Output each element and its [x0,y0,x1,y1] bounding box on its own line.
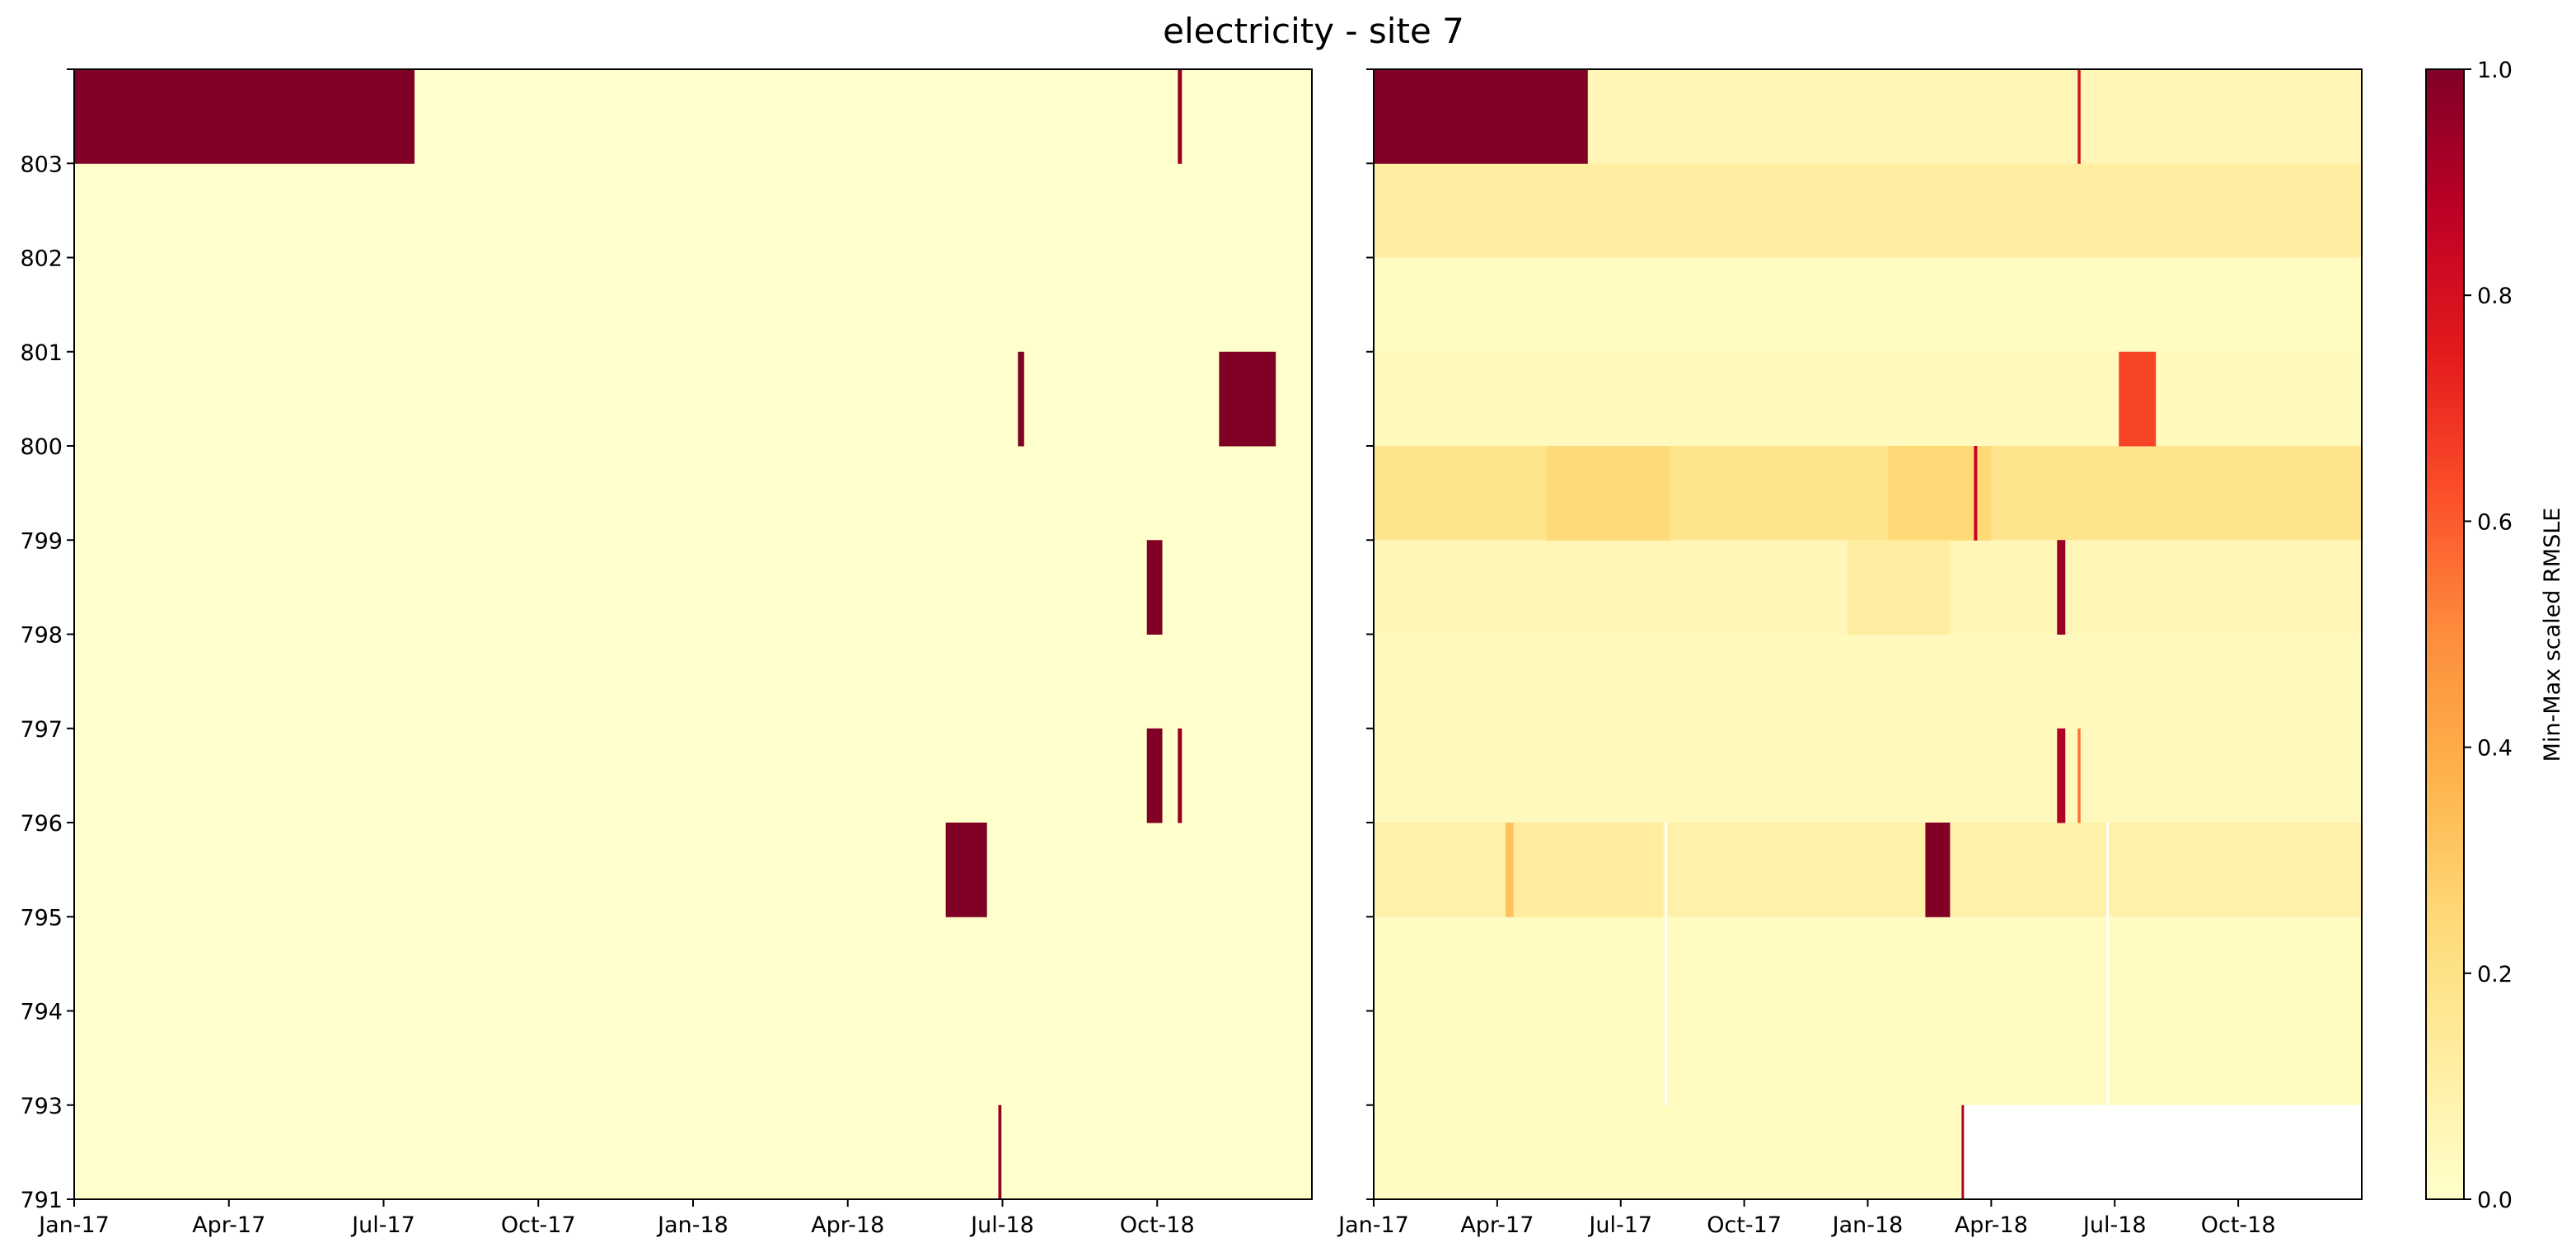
heatmap-cell [1513,823,1662,917]
x-tick-label: Oct-18 [1120,1212,1195,1238]
heatmap-row-bg [74,823,1312,917]
heatmap-row-bg [1374,1011,2362,1106]
heatmap-cell [2106,917,2110,1011]
heatmap-row-bg [1374,351,2362,447]
heatmap-row-bg [1374,257,2362,353]
y-tick-label: 801 [20,340,63,366]
heatmap-cell [1505,823,1514,917]
heatmap-cell [2077,728,2081,823]
heatmap-panel-left: Jan-17 Apr-17 Jul-17 Oct-17 Jan-18 Apr-18 Jul-… [20,68,1313,1238]
heatmap-cell [1546,446,1670,541]
heatmap-cell [945,823,987,917]
heatmap-cell [2106,1011,2110,1106]
x-tick-label: Apr-18 [811,1212,884,1238]
heatmap-row-bg [74,917,1312,1011]
colorbar-tick-label: 0.6 [2477,509,2513,535]
colorbar-tick-label: 0.8 [2477,284,2513,309]
heatmap-row-bg [1374,917,2362,1011]
heatmap-row-bg [74,540,1312,635]
heatmap-cell [1146,540,1163,635]
heatmap-row-bg [74,446,1312,541]
heatmap-row-bg [74,634,1312,729]
y-tick-label: 798 [20,623,63,649]
heatmap-cell [1665,823,1668,917]
y-tick-label: 791 [20,1188,63,1213]
x-tick-label: Jan-17 [1337,1212,1409,1238]
colorbar-tick-label: 0.2 [2477,962,2513,987]
heatmap-row-bg [74,728,1312,823]
colorbar-ticks: 0.0 0.2 0.4 0.6 0.8 1.0 [2464,58,2513,1213]
x-tick-label: Apr-17 [1460,1212,1534,1238]
heatmap-cell [1665,917,1668,1011]
x-tick-label: Oct-17 [501,1212,576,1238]
colorbar-tick-label: 1.0 [2477,58,2513,83]
heatmap-row-bg [1374,634,2362,729]
x-tick-label: Apr-17 [192,1212,265,1238]
heatmap-cell [2106,823,2110,917]
colorbar-label: Min-Max scaled RMSLE [2540,508,2565,762]
colorbar-tick-label: 0.4 [2477,736,2513,762]
y-tick-label: 794 [20,1000,63,1025]
y-tick-label: 800 [20,434,63,460]
x-tick-label: Jan-18 [656,1212,728,1238]
heatmap-row-bg [74,1011,1312,1106]
y-tick-label: 803 [20,152,63,177]
heatmap-row-bg [74,257,1312,353]
heatmap-cell [1018,351,1024,447]
y-tick-label: 795 [20,905,63,931]
y-tick-label: 799 [20,528,63,554]
heatmap-cell [1925,823,1951,917]
heatmap-cell [1178,728,1183,823]
colorbar-gradient [2425,68,2465,1200]
x-tick-label: Apr-18 [1955,1212,2028,1238]
heatmap-row-bg [74,1104,1312,1200]
heatmap-cell [1178,69,1183,164]
heatmap-cell [1665,1011,1668,1106]
heatmap-cell [1219,351,1276,447]
heatmap-cell [2057,728,2066,823]
chart-title: electricity - site 7 [1163,11,1464,51]
heatmap-cell [74,69,415,164]
heatmap-cell [1847,540,1951,635]
heatmap-row-bg [74,163,1312,258]
y-tick-label: 796 [20,811,63,837]
colorbar-tick-label: 0.0 [2477,1188,2513,1213]
heatmap-row-bg [1374,728,2362,823]
heatmap-cell [1374,69,1588,164]
x-tick-label: Oct-18 [2201,1212,2276,1238]
x-tick-label: Oct-17 [1707,1212,1782,1238]
heatmap-panel-right: Jan-17 Apr-17 Jul-17 Oct-17 Jan-18 Apr-18 Jul-… [1337,68,2363,1238]
x-tick-label: Jul-18 [2082,1212,2147,1238]
y-tick-label: 793 [20,1094,63,1119]
heatmap-cell [1974,446,1978,541]
y-tick-label: 802 [20,246,63,272]
heatmap-cell [2057,540,2066,635]
heatmap-cell [2077,69,2081,164]
heatmap-cell [998,1104,1002,1200]
y-tick-label: 797 [20,717,63,743]
heatmap-cell [1146,728,1163,823]
x-tick-label: Jul-18 [969,1212,1034,1238]
heatmap-cell [2119,351,2157,447]
heatmap-cell [1961,1104,1965,1200]
x-tick-label: Jul-17 [350,1212,415,1238]
colorbar: 0.0 0.2 0.4 0.6 0.8 1.0 Min-Max scaled RMSLE [2425,58,2565,1213]
heatmap-row-bg [74,351,1312,447]
heatmap-row-bg [1374,163,2362,258]
x-tick-label: Jul-17 [1587,1212,1652,1238]
x-tick-label: Jan-18 [1831,1212,1904,1238]
heatmap-cell [1964,1104,2362,1200]
heatmap-row-bg [1374,446,2362,541]
x-tick-label: Jan-17 [37,1212,110,1238]
